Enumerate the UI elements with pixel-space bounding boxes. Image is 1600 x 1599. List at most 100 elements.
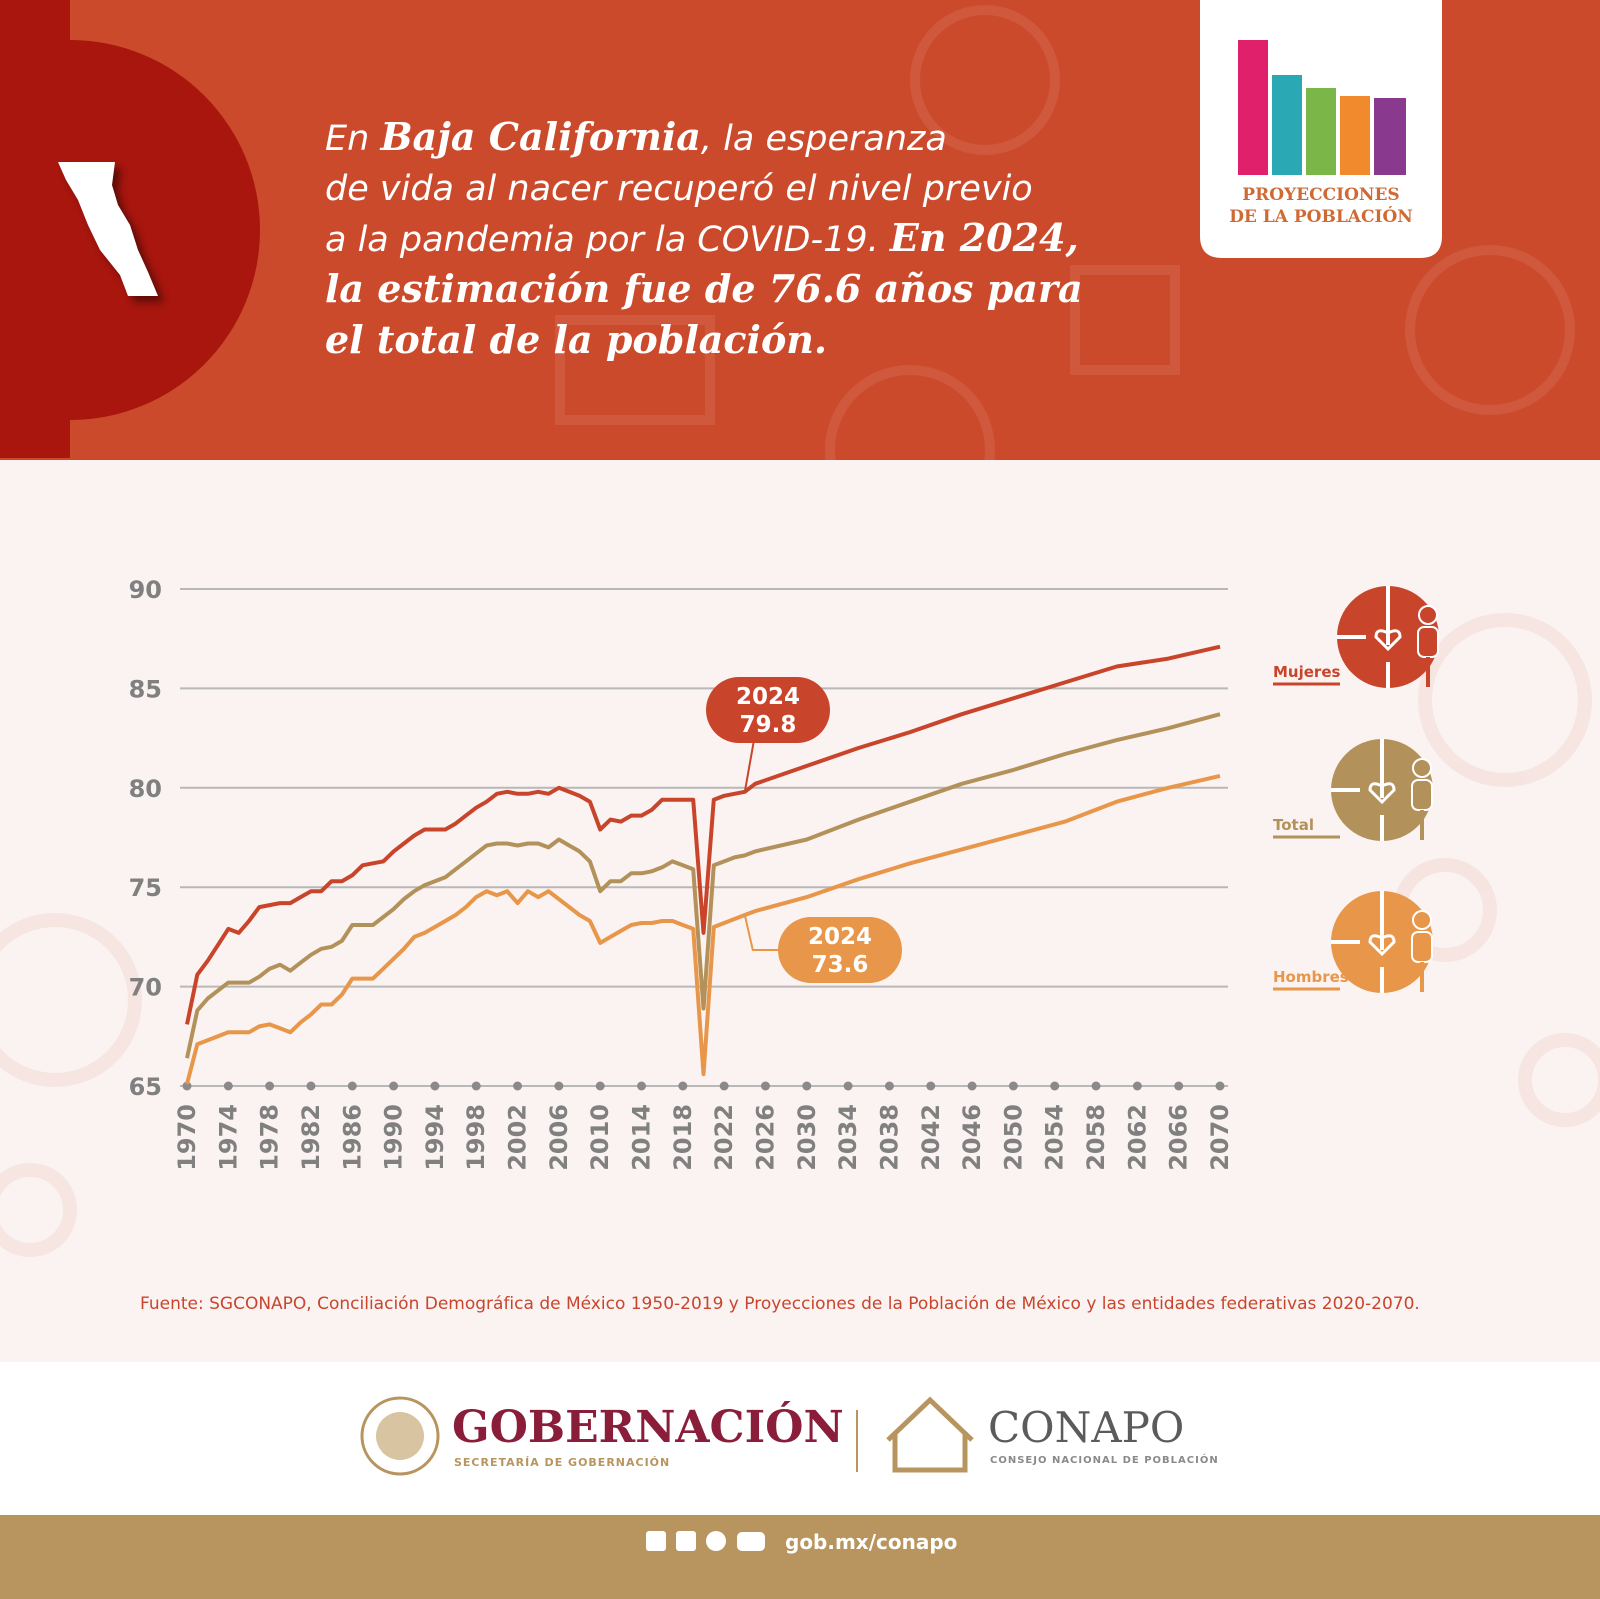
x-tick-label: 1974 bbox=[214, 1104, 242, 1171]
x-tick-label: 1986 bbox=[338, 1104, 366, 1171]
headline-text: En bbox=[325, 119, 380, 159]
x-tick-dot bbox=[595, 1081, 605, 1091]
x-tick-label: 2014 bbox=[628, 1104, 656, 1171]
legend-icon-marks bbox=[1331, 739, 1384, 841]
x-tick-dot bbox=[513, 1081, 523, 1091]
legend-icon-heart bbox=[1368, 934, 1396, 957]
y-tick-label: 90 bbox=[129, 576, 162, 604]
logo-text: PROYECCIONES bbox=[1242, 185, 1399, 205]
social-icons bbox=[646, 1531, 765, 1551]
x-tick-label: 2050 bbox=[999, 1104, 1027, 1171]
legend-icon-marks bbox=[1337, 586, 1390, 688]
x-tick-dot bbox=[265, 1081, 275, 1091]
headline-text: , la esperanza bbox=[701, 119, 947, 159]
x-tick-dot bbox=[1174, 1081, 1184, 1091]
x-tick-dot bbox=[389, 1081, 399, 1091]
headline-bold: el total de la población. bbox=[325, 317, 827, 362]
x-tick-label: 1998 bbox=[462, 1104, 490, 1171]
headline-line: En Baja California, la esperanza bbox=[325, 114, 947, 159]
headline-line: de vida al nacer recuperó el nivel previ… bbox=[325, 169, 1033, 209]
headline-line: a la pandemia por la COVID-19. En 2024, bbox=[325, 215, 1079, 260]
x-tick-label: 2054 bbox=[1041, 1104, 1069, 1171]
x-tick-label: 2070 bbox=[1206, 1104, 1234, 1171]
footer-band bbox=[0, 1362, 1600, 1515]
y-tick-label: 70 bbox=[129, 974, 162, 1002]
x-tick-label: 2066 bbox=[1165, 1104, 1193, 1171]
footer-title: CONAPO bbox=[988, 1403, 1184, 1452]
x-tick-label: 1970 bbox=[173, 1104, 201, 1171]
source-note: Fuente: SGCONAPO, Conciliación Demográfi… bbox=[140, 1294, 1420, 1314]
x-tick-dot bbox=[802, 1081, 812, 1091]
footer-url[interactable]: gob.mx/conapo bbox=[785, 1530, 957, 1554]
legend-icon-person bbox=[1412, 910, 1432, 930]
legend-label: Mujeres bbox=[1273, 663, 1340, 681]
series-line bbox=[185, 712, 1221, 1059]
legend-label: Total bbox=[1273, 816, 1314, 834]
x-tick-dot bbox=[471, 1081, 481, 1091]
callout-leader bbox=[743, 914, 778, 951]
x-tick-label: 1978 bbox=[256, 1104, 284, 1171]
x-tick-dot bbox=[182, 1081, 192, 1091]
callout-box bbox=[706, 677, 830, 743]
x-tick-label: 2038 bbox=[875, 1104, 903, 1171]
legend-icon-person bbox=[1418, 605, 1438, 625]
callout-value: 73.6 bbox=[812, 952, 869, 978]
x-tick-dot bbox=[637, 1081, 647, 1091]
logo-icon bbox=[1238, 40, 1406, 175]
x-tick-label: 1994 bbox=[421, 1104, 449, 1171]
x-tick-label: 2026 bbox=[751, 1104, 779, 1171]
legend-label: Hombres bbox=[1273, 968, 1349, 986]
headline-text: a la pandemia por la COVID-19. bbox=[325, 220, 890, 260]
bottom-bar bbox=[0, 1515, 1600, 1599]
legend-icon-person bbox=[1411, 779, 1433, 811]
headline-place: Baja California bbox=[379, 114, 700, 159]
x-tick-dot bbox=[884, 1081, 894, 1091]
x-tick-label: 2010 bbox=[586, 1104, 614, 1171]
state-map bbox=[58, 162, 158, 296]
y-tick-label: 80 bbox=[129, 775, 162, 803]
x-tick-dot bbox=[843, 1081, 853, 1091]
x-tick-label: 2030 bbox=[793, 1104, 821, 1171]
x-tick-dot bbox=[430, 1081, 440, 1091]
y-tick-label: 85 bbox=[129, 675, 162, 703]
x-tick-label: 2058 bbox=[1082, 1104, 1110, 1171]
x-tick-label: 2006 bbox=[545, 1104, 573, 1171]
x-tick-label: 2002 bbox=[504, 1104, 532, 1171]
series-line bbox=[185, 773, 1221, 1085]
footer-title: GOBERNACIÓN bbox=[452, 1400, 844, 1453]
map-circle-fill bbox=[0, 0, 70, 458]
x-tick-dot bbox=[678, 1081, 688, 1091]
x-tick-label: 1982 bbox=[297, 1104, 325, 1171]
x-tick-dot bbox=[1132, 1081, 1142, 1091]
headline-text: de vida al nacer recuperó el nivel previ… bbox=[325, 169, 1033, 209]
callout-value: 79.8 bbox=[740, 712, 797, 738]
x-tick-dot bbox=[719, 1081, 729, 1091]
x-tick-label: 2034 bbox=[834, 1104, 862, 1171]
x-tick-label: 2022 bbox=[710, 1104, 738, 1171]
x-tick-label: 1990 bbox=[380, 1104, 408, 1171]
legend-icon-marks bbox=[1331, 891, 1384, 993]
legend-item: Total bbox=[1273, 739, 1433, 841]
footer-subtitle: SECRETARÍA DE GOBERNACIÓN bbox=[454, 1456, 670, 1469]
legend-item: Hombres bbox=[1273, 891, 1433, 993]
legend-item: Mujeres bbox=[1273, 586, 1439, 688]
callout-year: 2024 bbox=[736, 684, 800, 710]
legend-icon-person bbox=[1417, 626, 1439, 658]
x-tick-dot bbox=[347, 1081, 357, 1091]
x-tick-dot bbox=[1215, 1081, 1225, 1091]
callout-leader bbox=[743, 739, 755, 792]
emblem bbox=[360, 1396, 440, 1476]
chart-panel bbox=[0, 460, 1600, 1362]
legend-icon-person bbox=[1411, 931, 1433, 963]
x-tick-dot bbox=[554, 1081, 564, 1091]
footer-subtitle: CONSEJO NACIONAL DE POBLACIÓN bbox=[990, 1453, 1219, 1466]
header-decoration bbox=[555, 5, 1575, 535]
x-tick-label: 2042 bbox=[917, 1104, 945, 1171]
callout-year: 2024 bbox=[808, 924, 872, 950]
x-tick-dot bbox=[1050, 1081, 1060, 1091]
x-tick-dot bbox=[306, 1081, 316, 1091]
x-tick-label: 2046 bbox=[958, 1104, 986, 1171]
x-tick-dot bbox=[223, 1081, 233, 1091]
conapo-icon bbox=[886, 1396, 974, 1473]
